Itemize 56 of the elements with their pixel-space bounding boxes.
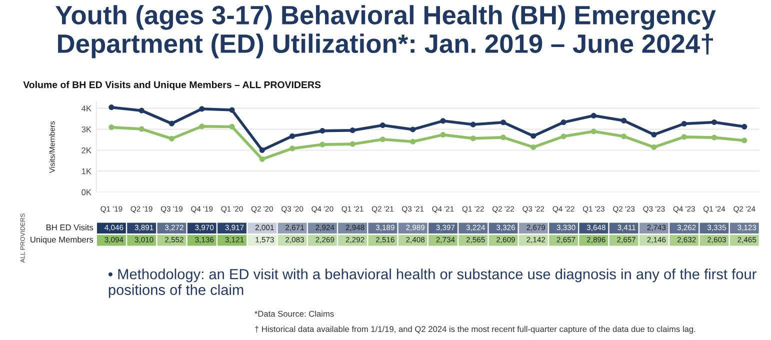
point — [590, 112, 596, 118]
point — [651, 132, 657, 138]
point — [651, 144, 657, 150]
point — [711, 119, 718, 125]
point — [742, 138, 748, 144]
point — [229, 107, 235, 113]
point — [380, 136, 386, 142]
point — [500, 120, 506, 126]
point — [440, 132, 446, 138]
point — [199, 106, 205, 112]
y-tick-label: 3K — [82, 126, 92, 132]
point — [470, 122, 476, 128]
point — [108, 104, 114, 110]
point — [350, 128, 356, 134]
legend-label: BH ED Visits — [46, 224, 94, 230]
point — [320, 142, 326, 148]
point — [621, 118, 627, 124]
point — [229, 124, 235, 130]
y-tick-label: 4K — [82, 106, 92, 112]
y-tick-label: 0K — [82, 189, 92, 196]
point — [259, 156, 265, 162]
point — [138, 126, 144, 132]
point — [560, 120, 566, 126]
point — [530, 144, 536, 150]
point — [681, 120, 687, 127]
point — [410, 138, 416, 144]
chart-title: Youth (ages 3-17) Behavioral Health (BH) Emergency Department (ED) Utilization*: Jan. 2019 – June 2024† — [56, 5, 716, 58]
point — [290, 133, 296, 139]
point — [259, 147, 265, 153]
point — [470, 136, 476, 142]
point — [290, 146, 296, 152]
point — [500, 134, 506, 140]
point — [380, 122, 386, 128]
chart-subtitle: Volume of BH ED Visits and Unique Members – ALL PROVIDERS — [23, 81, 321, 90]
text: † Historical data available from 1/1/19, and Q2 2024 is the most recent full-quarter capture of the data due to claims lag. — [254, 326, 696, 334]
point — [560, 134, 566, 140]
point — [681, 134, 687, 140]
point — [350, 141, 356, 147]
text: *Data Source: Claims — [254, 310, 334, 317]
point — [590, 128, 596, 134]
point — [621, 134, 627, 140]
point — [530, 133, 536, 139]
y-tick-label: 1K — [82, 168, 92, 174]
point — [711, 134, 718, 140]
point — [320, 128, 326, 134]
legend-label: Unique Members — [30, 236, 94, 244]
point — [199, 124, 205, 130]
point — [410, 126, 416, 132]
point — [168, 120, 174, 126]
point — [742, 124, 748, 130]
point — [108, 124, 114, 130]
point — [138, 108, 144, 114]
y-tick-label: 2K — [82, 147, 92, 154]
point — [168, 136, 174, 142]
text: • Methodology: an ED visit with a behavioral health or substance use diagnosis in any of the first four positions of the claim — [108, 268, 756, 298]
point — [440, 118, 446, 124]
